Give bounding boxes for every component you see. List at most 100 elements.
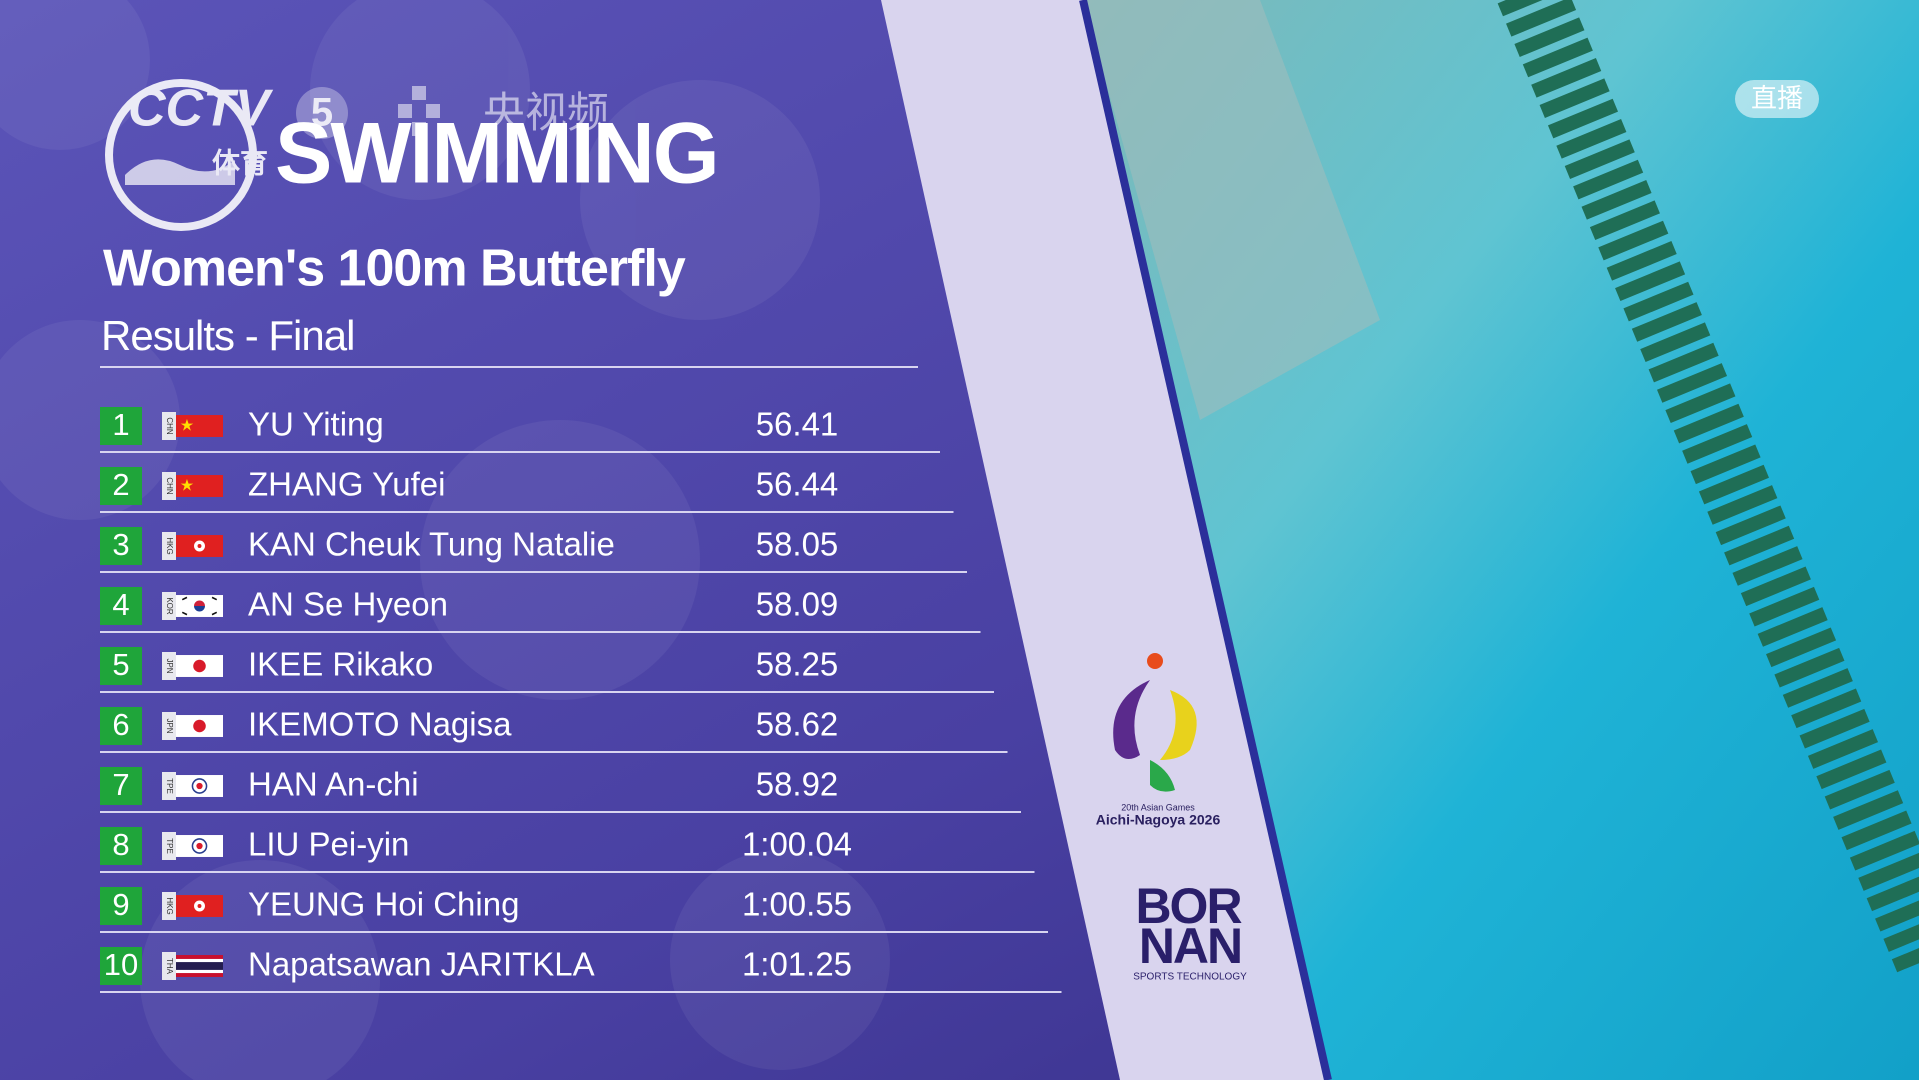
channel-number: 5 <box>311 91 333 135</box>
noc-code: HKG <box>165 537 174 554</box>
games-sun <box>1147 653 1163 669</box>
rank: 8 <box>112 827 129 862</box>
rank: 5 <box>112 647 129 682</box>
athlete-name: AN Se Hyeon <box>248 586 448 623</box>
result-row: 1 CHN YU Yiting 56.41 <box>100 406 940 453</box>
noc-box <box>162 772 176 800</box>
results-table: 1 CHN YU Yiting 56.41 2 CHN ZHANG Yufei 56.44 3 H… <box>100 406 1062 993</box>
phase-title: Results - Final <box>101 312 354 359</box>
athlete-name: IKEMOTO Nagisa <box>248 706 512 743</box>
logo-wave <box>125 159 235 185</box>
channel-logo: CCTV 5 体育 央视频 <box>105 79 609 231</box>
rank: 3 <box>112 527 129 562</box>
result-row: 10 THA Napatsawan JARITKLA 1:01.25 <box>100 946 1062 993</box>
noc-code: TPE <box>165 838 174 854</box>
flag <box>176 955 223 977</box>
asian-games-logo: 20th Asian Games Aichi-Nagoya 2026 <box>1096 653 1221 828</box>
games-shape <box>1113 680 1150 759</box>
noc-box <box>162 832 176 860</box>
time: 58.05 <box>756 526 839 563</box>
number-circle <box>296 87 348 139</box>
flag <box>176 535 223 557</box>
event-title: Women's 100m Butterfly <box>103 240 686 298</box>
athlete-name: IKEE Rikako <box>248 646 433 683</box>
result-row: 3 HKG KAN Cheuk Tung Natalie 58.05 <box>100 526 967 573</box>
rank-box <box>100 467 142 505</box>
result-row: 7 TPE HAN An-chi 58.92 <box>100 766 1021 813</box>
noc-code: JPN <box>165 718 174 733</box>
rank-box <box>100 527 142 565</box>
rank-box <box>100 587 142 625</box>
rank: 6 <box>112 707 129 742</box>
diagonal-stripe <box>881 0 1328 1080</box>
flag <box>176 715 223 737</box>
time: 56.41 <box>756 406 839 443</box>
rank-box <box>100 827 142 865</box>
noc-code: CHN <box>165 417 174 435</box>
time: 56.44 <box>756 466 839 503</box>
athlete-name: LIU Pei-yin <box>248 826 409 863</box>
channel-name: CCTV <box>128 80 274 138</box>
live-badge: 直播 <box>1751 83 1803 113</box>
noc-code: THA <box>165 958 174 975</box>
noc-box <box>162 652 176 680</box>
result-row: 5 JPN IKEE Rikako 58.25 <box>100 646 994 693</box>
sport-title: SWIMMING <box>275 106 718 202</box>
result-row: 4 KOR AN Se Hyeon 58.09 <box>100 586 981 633</box>
noc-box <box>162 532 176 560</box>
noc-code: HKG <box>165 897 174 914</box>
athlete-name: HAN An-chi <box>248 766 419 803</box>
noc-code: KOR <box>165 597 174 615</box>
flag <box>176 834 223 858</box>
time: 58.09 <box>756 586 839 623</box>
noc-box <box>162 472 176 500</box>
time: 58.25 <box>756 646 839 683</box>
time: 1:00.04 <box>742 826 852 863</box>
games-shape <box>1150 760 1175 792</box>
rank: 10 <box>104 947 138 982</box>
games-shape <box>1160 690 1197 760</box>
time: 58.62 <box>756 706 839 743</box>
athlete-name: YEUNG Hoi Ching <box>248 886 519 923</box>
rank: 7 <box>112 767 129 802</box>
bornan-top: BOR <box>1135 878 1242 934</box>
rank-box <box>100 707 142 745</box>
noc-box <box>162 892 176 920</box>
rank-box <box>100 767 142 805</box>
noc-box <box>162 412 176 440</box>
games-edition: 20th Asian Games <box>1121 802 1195 812</box>
result-row: 2 CHN ZHANG Yufei 56.44 <box>100 466 954 513</box>
rank: 1 <box>112 407 129 442</box>
noc-code: JPN <box>165 658 174 673</box>
time: 1:01.25 <box>742 946 852 983</box>
athlete-name: ZHANG Yufei <box>248 466 445 503</box>
time: 1:00.55 <box>742 886 852 923</box>
app-name: 央视频 <box>483 89 609 136</box>
flag <box>176 415 223 437</box>
time: 58.92 <box>756 766 839 803</box>
athlete-name: Napatsawan JARITKLA <box>248 946 595 983</box>
flag <box>176 594 223 618</box>
bornan-bottom: NAN <box>1139 918 1241 974</box>
athlete-name: YU Yiting <box>248 406 384 443</box>
rank-box <box>100 647 142 685</box>
stripe-edge <box>1079 0 1332 1080</box>
rank: 2 <box>112 467 129 502</box>
bornan-tagline: SPORTS TECHNOLOGY <box>1133 972 1247 983</box>
noc-box <box>162 712 176 740</box>
rank: 9 <box>112 887 129 922</box>
result-row: 9 HKG YEUNG Hoi Ching 1:00.55 <box>100 886 1048 933</box>
bornan-logo: BOR NAN SPORTS TECHNOLOGY <box>1133 878 1247 982</box>
games-host: Aichi-Nagoya 2026 <box>1096 812 1221 828</box>
pool-wall <box>1083 0 1380 420</box>
logo-ring <box>105 79 257 231</box>
rank-box <box>100 407 142 445</box>
channel-sport: 体育 <box>212 146 268 178</box>
rank-box <box>100 887 142 925</box>
noc-code: TPE <box>165 778 174 794</box>
rank: 4 <box>112 587 129 622</box>
noc-box <box>162 592 176 620</box>
flag <box>176 655 223 677</box>
